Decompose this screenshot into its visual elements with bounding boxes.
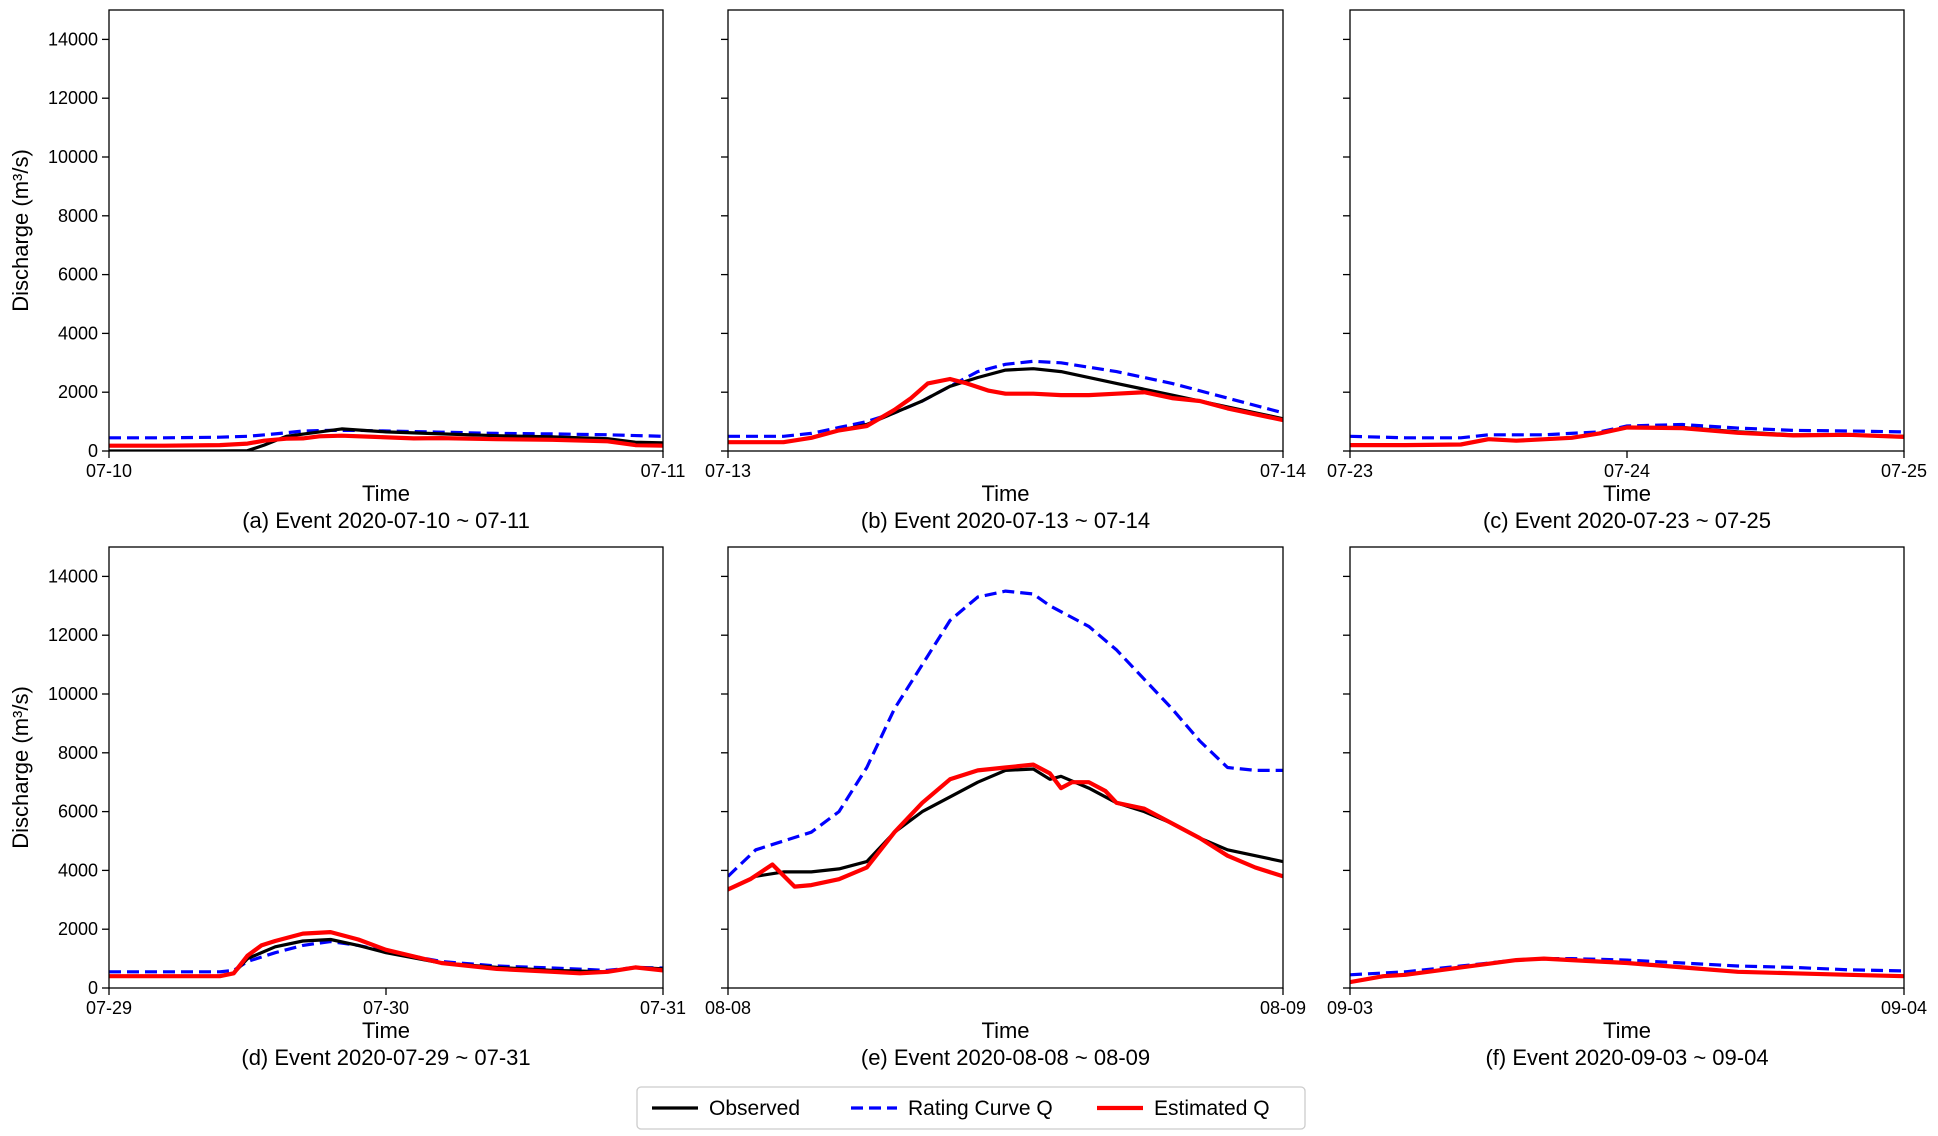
series-line-observed [728,767,1283,892]
series-group [728,589,1283,892]
y-tick-label: 8000 [58,743,98,763]
x-tick-label: 08-08 [705,998,751,1018]
x-tick-label: 07-30 [363,998,409,1018]
series-group [109,929,663,979]
y-tick-label: 14000 [48,566,98,586]
series-line-estimated [728,762,1283,892]
x-tick-label: 07-23 [1327,461,1373,481]
x-axis-label: Time [1603,481,1651,506]
series-group [728,359,1283,445]
legend-label-observed: Observed [709,1097,800,1120]
x-tick-label: 07-10 [86,461,132,481]
series-line-rating [728,589,1283,878]
plot-frame [727,9,1284,452]
panel-caption: (f) Event 2020-09-03 ~ 09-04 [1485,1045,1768,1070]
legend-label-estimated: Estimated Q [1154,1097,1270,1120]
plot-frame [108,9,664,452]
x-tick-label: 07-11 [641,461,686,481]
y-tick-label: 4000 [58,323,98,343]
y-tick-label: 10000 [48,684,98,704]
y-axis-label: Discharge (m³/s) [8,686,33,849]
x-tick-label: 07-14 [1260,461,1306,481]
series-line-rating [728,359,1283,438]
series-group [109,427,663,451]
y-tick-label: 10000 [48,147,98,167]
x-tick-label: 08-09 [1260,998,1306,1018]
y-tick-label: 2000 [58,919,98,939]
y-tick-label: 8000 [58,206,98,226]
y-tick-label: 0 [88,441,98,461]
x-axis-label: Time [981,1018,1029,1043]
y-tick-label: 4000 [58,860,98,880]
plot-frame [1349,9,1905,452]
x-axis-label: Time [981,481,1029,506]
y-tick-label: 12000 [48,88,98,108]
x-tick-label: 07-25 [1881,461,1927,481]
x-tick-label: 09-03 [1327,998,1373,1018]
plot-frame [108,546,664,989]
series-line-estimated [109,929,663,979]
y-tick-label: 6000 [58,802,98,822]
panel-caption: (c) Event 2020-07-23 ~ 07-25 [1483,508,1771,533]
y-tick-label: 2000 [58,382,98,402]
plot-frame [727,546,1284,989]
x-axis-label: Time [1603,1018,1651,1043]
legend-box [636,1086,1306,1130]
legend-label-rating: Rating Curve Q [908,1097,1053,1120]
x-tick-label: 07-29 [86,998,132,1018]
panel-b: 07-13 07-14 Time(b) Event 2020-07-13 ~ 07-… [705,9,1306,533]
y-tick-label: 12000 [48,625,98,645]
plot-frame [1349,546,1905,989]
x-axis-label: Time [362,1018,410,1043]
y-tick-label: 0 [88,978,98,998]
panel-d: 0 2000 4000 6000 8000 10000 12000 14000 07-29 07-… [8,546,686,1070]
y-tick-label: 6000 [58,265,98,285]
panel-caption: (d) Event 2020-07-29 ~ 07-31 [241,1045,530,1070]
x-tick-label: 07-13 [705,461,751,481]
panel-f: 09-03 09-04 Time(f) Event 2020-09-03 ~ 09-… [1327,546,1927,1070]
panel-caption: (b) Event 2020-07-13 ~ 07-14 [861,508,1150,533]
panel-caption: (e) Event 2020-08-08 ~ 08-09 [861,1045,1150,1070]
panel-caption: (a) Event 2020-07-10 ~ 07-11 [242,508,530,533]
x-tick-label: 07-24 [1604,461,1650,481]
series-group [1350,956,1904,985]
panel-a: 0 2000 4000 6000 8000 10000 12000 14000 07-10 07-… [8,9,686,533]
y-axis-label: Discharge (m³/s) [8,149,33,312]
legend: Observed Rating Curve Q Estimated Q [636,1086,1306,1130]
series-group [1350,422,1904,448]
panel-e: 08-08 08-09 Time(e) Event 2020-08-08 ~ 08-… [705,546,1306,1070]
series-line-estimated [728,376,1283,445]
series-line-estimated [1350,425,1904,448]
series-line-estimated [109,433,663,448]
y-tick-label: 14000 [48,29,98,49]
series-line-observed [728,367,1283,444]
series-line-rating [109,939,663,974]
x-axis-label: Time [362,481,410,506]
x-tick-label: 07-31 [640,998,686,1018]
panel-c: 07-23 07-24 07-25 Time(c) Event 2020-07-23 … [1327,9,1927,533]
series-line-estimated [1350,956,1904,985]
x-tick-label: 09-04 [1881,998,1927,1018]
